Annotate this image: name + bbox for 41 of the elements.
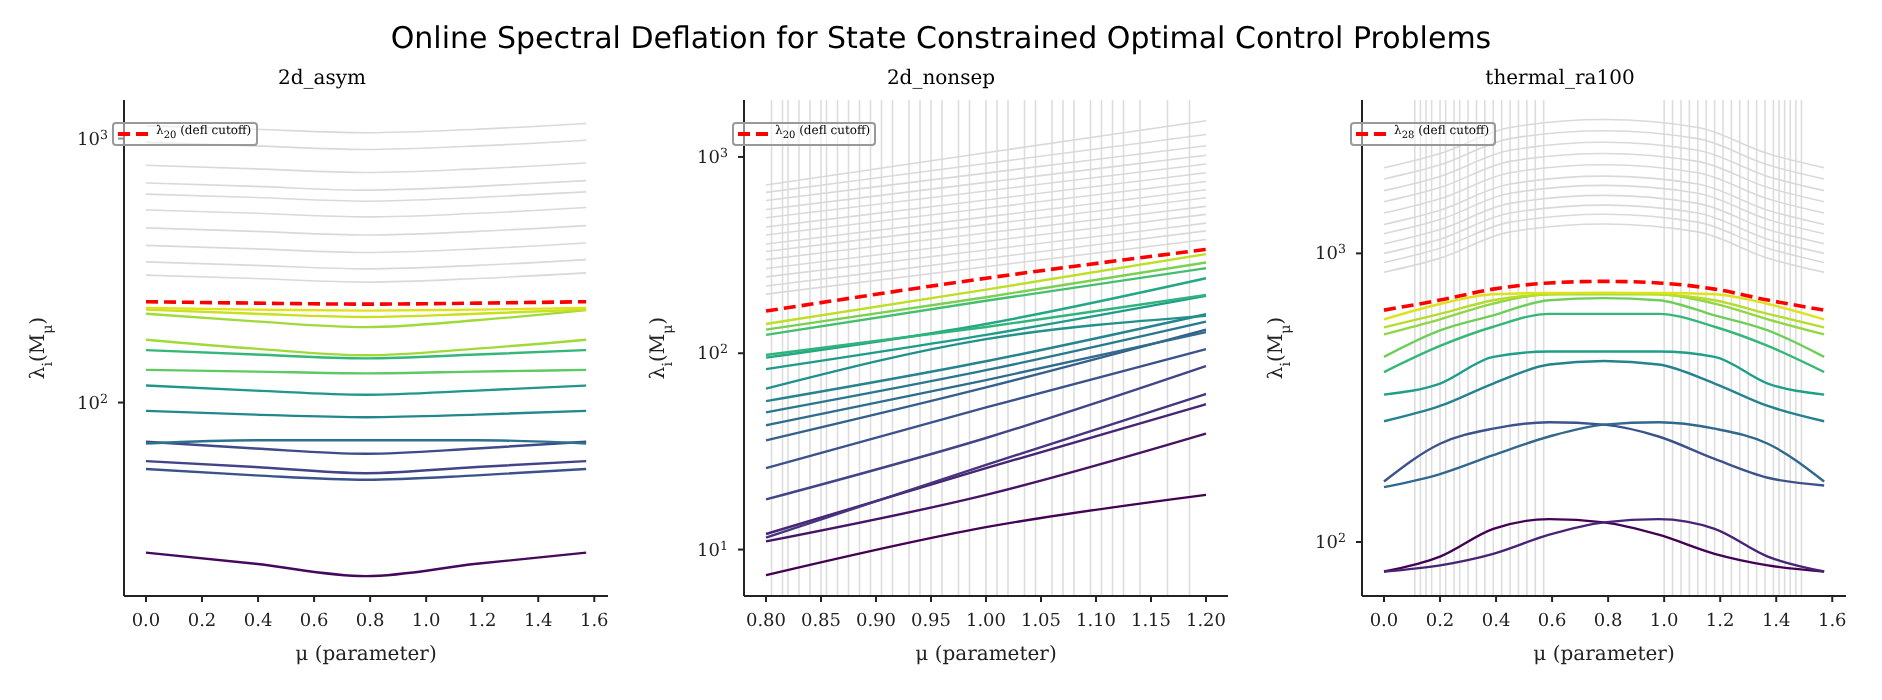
text: Online Spectral Deflation for State Constrained Optimal Control Problems [388, 18, 1494, 60]
x-axis-title: μ (parameter) [914, 644, 1056, 666]
x-tick-label: 1.6 [579, 612, 610, 632]
x-tick-label: 1.15 [1129, 612, 1171, 632]
x-tick-label: 0.0 [1369, 612, 1399, 632]
y-tick-label: 10$^{2}$ [1315, 531, 1346, 554]
x-tick-label: 0.6 [1537, 612, 1567, 632]
x-tick-label: 0.8 [1593, 612, 1623, 632]
x-tick-label: 0.2 [1425, 612, 1455, 632]
chart-title: 2d_asym [276, 68, 368, 92]
y-tick-label: 10$^{3}$ [696, 145, 727, 169]
y-tick-label: 10$^{2}$ [77, 391, 108, 415]
x-tick-label: 0.95 [909, 612, 951, 632]
x-tick-label: 1.0 [1649, 612, 1680, 632]
x-tick-label: 0.85 [799, 612, 841, 632]
x-tick-label: 0.0 [131, 612, 161, 632]
y-tick-label: 10$^{3}$ [77, 127, 108, 151]
x-tick-label: 1.4 [1761, 612, 1792, 632]
x-tick-label: 1.10 [1074, 612, 1116, 632]
x-tick-label: 1.20 [1184, 612, 1226, 632]
x-tick-label: 0.4 [243, 612, 273, 632]
x-tick-label: 0.4 [1481, 612, 1511, 632]
x-tick-label: 0.80 [744, 612, 786, 632]
x-tick-label: 1.05 [1019, 612, 1061, 632]
x-tick-label: 1.2 [1705, 612, 1735, 632]
x-tick-label: 0.2 [187, 612, 217, 632]
y-tick-label: 10$^{3}$ [1315, 242, 1346, 266]
x-tick-label: 1.0 [411, 612, 442, 632]
x-tick-label: 1.6 [1817, 612, 1848, 632]
x-tick-label: 1.4 [523, 612, 554, 632]
x-tick-label: 0.8 [355, 612, 385, 632]
x-tick-label: 1.00 [964, 612, 1006, 632]
x-tick-label: 0.6 [299, 612, 329, 632]
y-tick-label: 10$^{1}$ [696, 538, 727, 562]
x-tick-label: 1.2 [467, 612, 497, 632]
x-axis-title: μ (parameter) [1533, 644, 1675, 666]
x-tick-label: 0.90 [854, 612, 896, 632]
x-axis-title: μ (parameter) [295, 644, 437, 666]
chart-title: thermal_ra100 [1483, 68, 1637, 92]
y-tick-label: 10$^{2}$ [696, 342, 727, 366]
chart-title: 2d_nonsep [884, 68, 998, 92]
